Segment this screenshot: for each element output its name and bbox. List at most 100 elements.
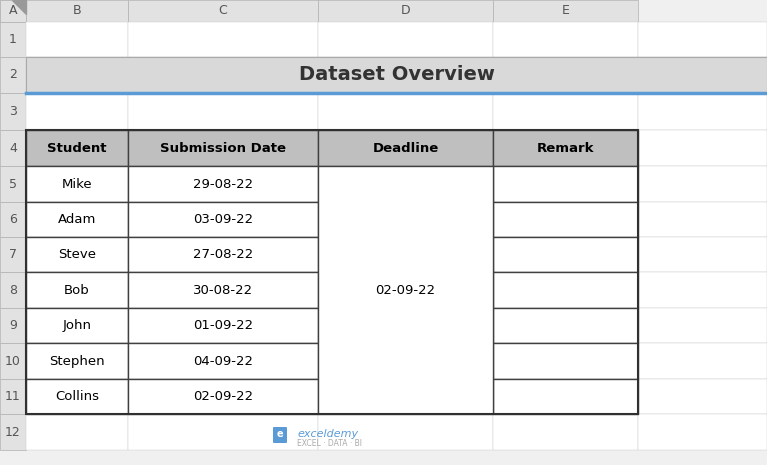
Bar — [0, 308, 26, 343]
Bar — [318, 57, 493, 93]
Bar — [26, 308, 128, 343]
Bar — [493, 22, 638, 57]
Bar — [26, 57, 128, 93]
Bar — [638, 272, 767, 308]
Bar — [638, 343, 767, 379]
Text: 6: 6 — [9, 213, 17, 226]
Bar — [493, 166, 638, 202]
Bar — [638, 130, 767, 166]
Text: EXCEL · DATA · BI: EXCEL · DATA · BI — [297, 438, 362, 447]
Text: 29-08-22: 29-08-22 — [193, 178, 253, 191]
Text: exceldemy: exceldemy — [297, 429, 358, 439]
Bar — [26, 22, 128, 57]
Bar — [493, 343, 638, 379]
Bar — [26, 272, 128, 308]
Bar — [318, 130, 493, 166]
Bar — [128, 166, 318, 202]
Text: 01-09-22: 01-09-22 — [193, 319, 253, 332]
Bar — [493, 308, 638, 343]
Bar — [638, 414, 767, 450]
Bar — [638, 57, 767, 93]
Bar — [318, 237, 493, 272]
Text: 02-09-22: 02-09-22 — [193, 390, 253, 403]
Bar — [0, 166, 26, 202]
Text: Deadline: Deadline — [372, 141, 439, 154]
Bar — [638, 308, 767, 343]
Bar — [128, 272, 318, 308]
Text: Mike: Mike — [61, 178, 92, 191]
Text: 2: 2 — [9, 68, 17, 81]
Bar — [318, 166, 493, 414]
Text: A: A — [8, 5, 17, 18]
Bar — [493, 308, 638, 343]
Bar — [318, 272, 493, 308]
Bar — [0, 0, 26, 22]
Bar — [0, 202, 26, 237]
Bar — [0, 57, 26, 93]
Bar — [26, 308, 128, 343]
Bar — [318, 0, 493, 22]
Text: 3: 3 — [9, 105, 17, 118]
Bar — [26, 379, 128, 414]
Bar — [26, 93, 128, 130]
Text: 7: 7 — [9, 248, 17, 261]
Text: 12: 12 — [5, 425, 21, 438]
Text: Collins: Collins — [55, 390, 99, 403]
Bar — [493, 343, 638, 379]
Text: C: C — [219, 5, 227, 18]
Bar — [318, 343, 493, 379]
Bar — [0, 379, 26, 414]
Bar — [26, 57, 767, 93]
Bar — [26, 414, 128, 450]
Bar — [0, 0, 26, 22]
Text: 30-08-22: 30-08-22 — [193, 284, 253, 297]
Bar — [0, 414, 26, 450]
Bar — [26, 130, 128, 166]
Bar — [493, 414, 638, 450]
Bar — [128, 379, 318, 414]
Bar — [638, 202, 767, 237]
Bar — [26, 343, 128, 379]
Bar — [493, 202, 638, 237]
Text: Steve: Steve — [58, 248, 96, 261]
Bar — [26, 379, 128, 414]
Text: John: John — [62, 319, 91, 332]
Bar — [638, 237, 767, 272]
Bar — [493, 130, 638, 166]
Text: 5: 5 — [9, 178, 17, 191]
Text: Adam: Adam — [58, 213, 96, 226]
Bar — [493, 166, 638, 202]
Bar — [493, 379, 638, 414]
Bar — [493, 202, 638, 237]
Text: 03-09-22: 03-09-22 — [193, 213, 253, 226]
Text: 02-09-22: 02-09-22 — [375, 284, 436, 297]
Bar — [128, 308, 318, 343]
Bar — [128, 272, 318, 308]
Bar — [26, 343, 128, 379]
Bar — [493, 237, 638, 272]
Bar — [26, 237, 128, 272]
Bar — [638, 379, 767, 414]
Bar — [128, 130, 318, 166]
Bar — [493, 379, 638, 414]
Bar — [128, 343, 318, 379]
Bar — [128, 0, 318, 22]
Bar — [26, 130, 128, 166]
Text: 1: 1 — [9, 33, 17, 46]
Bar — [318, 379, 493, 414]
Bar — [26, 166, 128, 202]
Bar — [128, 414, 318, 450]
Bar — [26, 202, 128, 237]
Text: B: B — [73, 5, 81, 18]
Bar — [0, 130, 26, 166]
Bar — [493, 93, 638, 130]
Bar — [318, 202, 493, 237]
Bar — [318, 93, 493, 130]
Bar — [128, 343, 318, 379]
Text: 9: 9 — [9, 319, 17, 332]
Bar — [128, 379, 318, 414]
Bar — [638, 166, 767, 202]
Bar — [128, 130, 318, 166]
Text: Bob: Bob — [64, 284, 90, 297]
Bar — [318, 166, 493, 202]
